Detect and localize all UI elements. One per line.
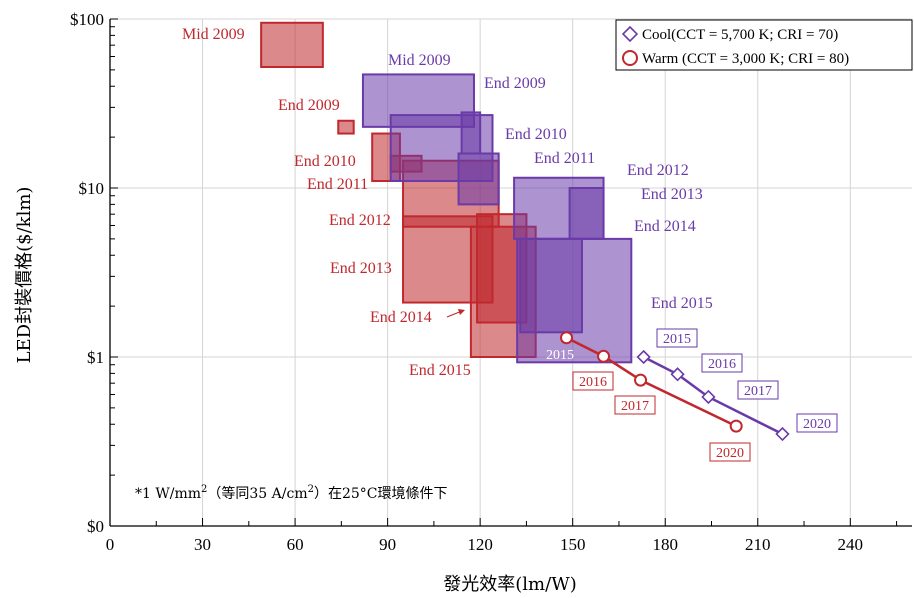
end-2014-arrow-head [458, 309, 465, 315]
y-tick-label: $0 [87, 517, 104, 536]
cool-box-label: End 2014 [634, 218, 696, 235]
x-tick-label: 120 [467, 535, 493, 554]
warm-box-label: End 2011 [307, 176, 368, 193]
cool-projection-line [643, 355, 784, 436]
warm-box-label: End 2014 [370, 309, 432, 326]
axes: 0 30 60 90 120 150 180 210 240 $0 $1 $10 $100 [70, 10, 912, 554]
x-tick-label: 180 [652, 535, 678, 554]
cool-box-label: End 2010 [505, 126, 567, 143]
warm-data-point [597, 349, 611, 363]
x-tick-label: 150 [560, 535, 586, 554]
y-tick-label: $10 [79, 179, 105, 198]
cool-box-label: Mid 2009 [388, 52, 451, 69]
cool-data-point [670, 367, 685, 382]
legend-cool-label: Cool(CCT = 5,700 K; CRI = 70) [642, 27, 838, 43]
legend-frame [615, 19, 913, 71]
cool-range-box [568, 187, 605, 240]
cool-year-label: 2015 [663, 332, 691, 347]
legend-warm-circle-icon [622, 50, 638, 66]
warm-year-box [572, 371, 614, 391]
cool-box-label: End 2011 [534, 150, 595, 167]
warm-year-label: 2015 [546, 348, 574, 363]
warm-year-label: 2016 [579, 375, 607, 390]
warm-year-label: 2020 [716, 446, 744, 461]
cool-range-box [460, 111, 482, 155]
projection-markers [560, 331, 790, 442]
x-tick-label: 240 [838, 535, 864, 554]
x-tick-label: 90 [379, 535, 396, 554]
projection-lines [565, 336, 784, 436]
price-range-boxes [260, 21, 633, 364]
cool-year-box [656, 328, 698, 348]
y-axis-title: LED封裝價格($/klm) [14, 187, 35, 364]
x-tick-label: 0 [106, 535, 115, 554]
warm-box-label: Mid 2009 [182, 26, 245, 43]
cool-box-label: End 2015 [651, 295, 713, 312]
x-tick-label: 210 [745, 535, 771, 554]
warm-year-label: 2017 [621, 399, 649, 414]
cool-box-label: End 2012 [627, 162, 689, 179]
cool-box-label: End 2013 [641, 186, 703, 203]
cool-year-box [796, 413, 838, 433]
x-tick-label: 30 [194, 535, 211, 554]
warm-projection-line [565, 336, 737, 428]
x-tick-label: 60 [287, 535, 304, 554]
warm-data-point [560, 331, 574, 345]
legend-warm-label: Warm (CCT = 3,000 K; CRI = 80) [642, 51, 849, 67]
warm-data-point [729, 419, 743, 433]
cool-year-box [701, 353, 743, 373]
cool-box-label: End 2009 [484, 75, 546, 92]
warm-box-label: End 2015 [409, 362, 471, 379]
cool-data-point [636, 349, 651, 365]
x-axis-title: 發光效率(lm/W) [443, 574, 576, 595]
cool-data-point [701, 389, 716, 405]
cool-year-label: 2017 [744, 384, 772, 399]
warm-range-box [337, 119, 355, 135]
warm-year-box [614, 395, 656, 415]
y-tick-label: $100 [70, 10, 104, 29]
cool-year-label: 2020 [803, 417, 831, 432]
annotations: Mid 2009 End 2009 End 2010 End 2011 End 2012… [182, 26, 838, 462]
warm-box-label: End 2013 [330, 260, 392, 277]
cool-year-box [737, 380, 779, 400]
warm-range-box [260, 21, 324, 68]
warm-data-point [634, 373, 648, 387]
footnote: *1 W/mm2（等同35 A/cm2）在25°C環境條件下 [135, 484, 448, 502]
cool-range-box [516, 237, 633, 364]
warm-box-label: End 2010 [294, 153, 356, 170]
legend: Cool(CCT = 5,700 K; CRI = 70) Warm (CCT … [615, 19, 913, 71]
warm-year-box [709, 442, 751, 462]
cool-year-label: 2016 [708, 357, 736, 372]
y-tick-label: $1 [87, 348, 104, 367]
cool-range-box [457, 152, 500, 206]
warm-box-label: End 2009 [278, 97, 340, 114]
cool-data-point [775, 426, 790, 442]
warm-box-label: End 2012 [329, 212, 391, 229]
legend-cool-diamond-icon [621, 25, 639, 43]
